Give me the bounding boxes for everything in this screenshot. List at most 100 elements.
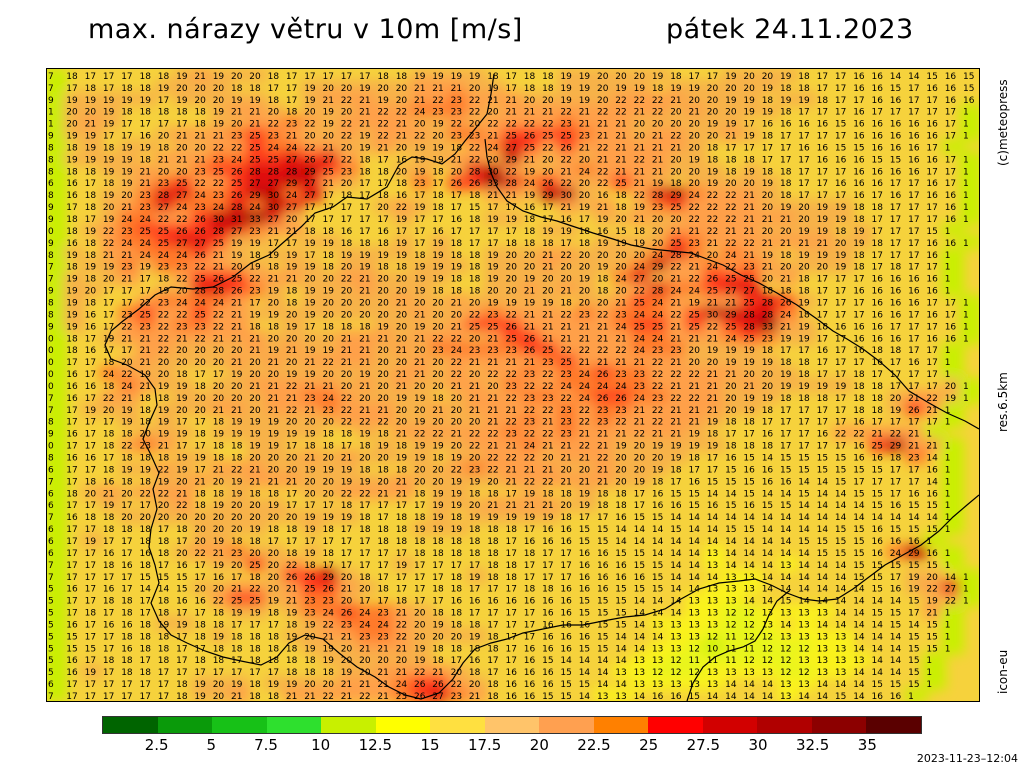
gust-value: 18 xyxy=(762,442,774,452)
gust-value: 19 xyxy=(304,465,316,475)
gust-value: 17 xyxy=(506,537,517,547)
gust-value: 17 xyxy=(926,203,937,213)
gust-value: 21 xyxy=(487,358,498,368)
gust-value: 19 xyxy=(689,430,701,440)
gust-value: 17 xyxy=(560,549,571,559)
gust-cell xyxy=(465,175,489,190)
gust-value: 17 xyxy=(689,72,700,82)
gust-value: 18 xyxy=(359,167,371,177)
gust-value: 14 xyxy=(762,680,774,690)
gust-value: 8 xyxy=(48,310,54,320)
gust-value: 16 xyxy=(560,597,572,607)
gust-value: 17 xyxy=(798,418,809,428)
gust-value: 21 xyxy=(377,668,388,678)
gust-value: 17 xyxy=(451,203,462,213)
gust-value: 19 xyxy=(121,179,133,189)
gust-value: 20 xyxy=(524,96,536,106)
gust-value: 27 xyxy=(249,179,260,189)
gust-value: 21 xyxy=(469,382,480,392)
gust-value: 17 xyxy=(231,668,242,678)
gust-value: 28 xyxy=(652,191,664,201)
gust-value: 16 xyxy=(524,537,536,547)
gust-value: 22 xyxy=(158,489,169,499)
gust-value: 21 xyxy=(579,454,590,464)
gust-value: 20 xyxy=(579,287,591,297)
gust-value: 19 xyxy=(103,96,115,106)
gust-value: 18 xyxy=(121,609,133,619)
gust-value: 22 xyxy=(689,370,700,380)
gust-value: 20 xyxy=(359,310,371,320)
gust-value: 16 xyxy=(66,191,78,201)
gust-value: 20 xyxy=(414,346,426,356)
gust-cell xyxy=(154,175,178,190)
gust-value: 13 xyxy=(670,680,681,690)
gust-value: 18 xyxy=(359,513,371,523)
gust-value: 20 xyxy=(231,120,243,130)
gust-value: 17 xyxy=(487,620,498,630)
gust-value: 23 xyxy=(451,108,462,118)
gust-value: 17 xyxy=(890,203,901,213)
gust-value: 20 xyxy=(231,346,243,356)
gust-value: 24 xyxy=(634,310,646,320)
gust-value: 22 xyxy=(469,143,480,153)
gust-value: 17 xyxy=(414,191,425,201)
gust-value: 17 xyxy=(66,549,77,559)
gust-value: 17 xyxy=(304,501,315,511)
gust-value: 15 xyxy=(725,501,736,511)
gust-value: 21 xyxy=(396,477,407,487)
gust-value: 17 xyxy=(286,537,297,547)
gust-value: 19 xyxy=(506,215,518,225)
gust-value: 12 xyxy=(743,656,754,666)
gust-value: 20 xyxy=(414,632,426,642)
gust-value: 17 xyxy=(359,537,370,547)
gust-value: 16 xyxy=(853,322,865,332)
gust-cell xyxy=(319,91,342,106)
gust-value: 22 xyxy=(652,406,663,416)
gust-value: 17 xyxy=(817,132,828,142)
gust-cell xyxy=(429,115,452,130)
gust-value: 18 xyxy=(396,537,408,547)
gust-value: 19 xyxy=(249,609,261,619)
gust-value: 20 xyxy=(451,310,463,320)
gust-value: 17 xyxy=(835,358,846,368)
gust-value: 14 xyxy=(634,692,646,701)
gust-value: 18 xyxy=(121,525,133,535)
gust-value: 22 xyxy=(689,203,700,213)
gust-value: 27 xyxy=(304,179,315,189)
gust-value: 21 xyxy=(359,382,370,392)
gust-value: 13 xyxy=(798,620,809,630)
gust-value: 19 xyxy=(85,537,97,547)
gust-cell xyxy=(795,211,818,226)
gust-value: 17 xyxy=(66,561,77,571)
gust-cell xyxy=(722,79,745,94)
gust-value: 18 xyxy=(158,143,170,153)
gust-cell xyxy=(575,79,598,94)
gust-value: 18 xyxy=(689,454,701,464)
gust-value: 13 xyxy=(689,632,700,642)
gust-value: 18 xyxy=(451,251,463,261)
gust-value: 17 xyxy=(506,72,517,82)
gust-cell xyxy=(685,199,708,214)
gust-value: 21 xyxy=(615,132,626,142)
gust-value: 18 xyxy=(469,251,481,261)
gust-value: 20 xyxy=(377,394,389,404)
gust-value: 25 xyxy=(542,346,553,356)
gust-value: 15 xyxy=(597,525,608,535)
gust-cell xyxy=(301,91,324,106)
gust-value: 21 xyxy=(579,120,590,130)
gust-value: 18 xyxy=(103,442,115,452)
gust-cell xyxy=(173,163,196,178)
gust-value: 20 xyxy=(341,179,353,189)
gust-value: 11 xyxy=(725,656,736,666)
gust-value: 19 xyxy=(835,382,847,392)
gust-value: 25 xyxy=(249,155,260,165)
gust-value: 16 xyxy=(853,418,865,428)
gust-value: 22 xyxy=(359,489,370,499)
gust-value: 21 xyxy=(487,418,498,428)
gust-value: 16 xyxy=(798,120,810,130)
gust-value: 8 xyxy=(48,298,54,308)
gust-value: 21 xyxy=(213,406,224,416)
gust-value: 17 xyxy=(85,430,96,440)
gust-value: 17 xyxy=(835,108,846,118)
gust-value: 22 xyxy=(597,179,608,189)
